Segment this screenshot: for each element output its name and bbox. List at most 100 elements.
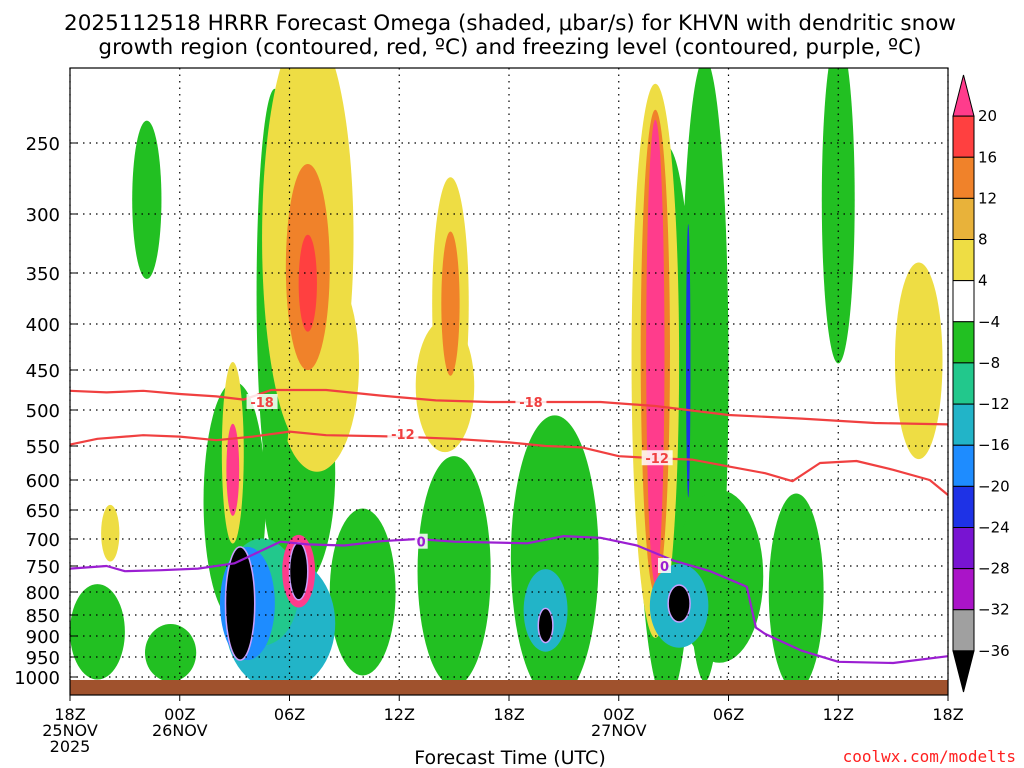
colorbar-swatch bbox=[952, 526, 975, 570]
omega-cell-green bbox=[132, 120, 162, 279]
omega-cell-magenta bbox=[646, 119, 665, 584]
x-tick-label: 18Z bbox=[54, 705, 85, 724]
colorbar-swatch bbox=[952, 321, 975, 364]
contour-label: -12 bbox=[391, 428, 415, 443]
contours bbox=[69, 388, 949, 665]
colorbar-label: 20 bbox=[978, 107, 997, 125]
omega-cell-green bbox=[821, 68, 855, 364]
omega-cell-black bbox=[288, 541, 309, 601]
colorbar-swatch bbox=[952, 197, 975, 241]
contour-label: -18 bbox=[519, 396, 543, 411]
y-tick-label: 650 bbox=[26, 501, 60, 522]
colorbar-swatch bbox=[952, 650, 975, 693]
colorbar-swatch bbox=[952, 280, 975, 323]
contour-temp-18 bbox=[69, 388, 949, 426]
colorbar-label: −32 bbox=[978, 601, 1010, 619]
y-tick-label: 900 bbox=[26, 627, 60, 648]
y-tick-label: 800 bbox=[26, 583, 60, 604]
chart-title-line-1: 2025112518 HRRR Forecast Omega (shaded, … bbox=[64, 11, 956, 36]
colorbar-swatch bbox=[952, 444, 975, 487]
y-tick-label: 750 bbox=[26, 557, 60, 578]
y-tick-label: 500 bbox=[26, 401, 60, 422]
y-tick-label: 1000 bbox=[14, 668, 60, 689]
x-tick-label: 25NOV bbox=[42, 721, 98, 740]
omega-cell-black bbox=[537, 607, 554, 644]
x-tick-label: 27NOV bbox=[591, 721, 647, 740]
y-tick-label: 300 bbox=[26, 205, 60, 226]
colorbar-swatch bbox=[952, 239, 975, 282]
y-tick-label: 400 bbox=[26, 315, 60, 336]
omega-cell-yellow bbox=[101, 504, 120, 562]
omega-cell-yellow bbox=[894, 262, 943, 460]
omega-cell-orange bbox=[441, 231, 460, 376]
x-tick-label: 2025 bbox=[50, 737, 91, 756]
colorbar-label: −28 bbox=[978, 560, 1010, 578]
x-tick-label: 12Z bbox=[823, 705, 854, 724]
y-tick-label: 950 bbox=[26, 648, 60, 669]
colorbar-swatch bbox=[952, 74, 975, 117]
contour-label-bg bbox=[515, 394, 547, 409]
colorbar-label: −20 bbox=[978, 477, 1010, 495]
contour-label: -18 bbox=[250, 396, 274, 411]
colorbar-swatch bbox=[952, 568, 975, 611]
colorbar-swatch bbox=[952, 485, 975, 528]
contour-label-bg bbox=[657, 558, 671, 573]
omega-cell-green bbox=[768, 493, 824, 680]
contour-label: 0 bbox=[660, 560, 669, 575]
colorbar-label: 8 bbox=[978, 231, 988, 249]
x-tick-label: 00Z bbox=[603, 705, 634, 724]
y-tick-label: 250 bbox=[26, 134, 60, 155]
y-tick-label: 350 bbox=[26, 264, 60, 285]
source-credit: coolwx.com/modelts bbox=[843, 747, 1016, 766]
colorbar-label: −8 bbox=[978, 354, 1000, 372]
colorbar-label: −12 bbox=[978, 395, 1010, 413]
omega-cell-red bbox=[298, 234, 317, 332]
colorbar-label: −16 bbox=[978, 436, 1010, 454]
ground-strip bbox=[70, 680, 948, 695]
colorbar-swatch bbox=[952, 115, 975, 158]
contour-freezing-level bbox=[69, 535, 949, 665]
colorbar-swatch bbox=[952, 156, 975, 199]
y-tick-label: 700 bbox=[26, 530, 60, 551]
colorbar-label: 12 bbox=[978, 189, 997, 207]
omega-cell-green bbox=[510, 415, 599, 680]
contour-temp-12 bbox=[69, 430, 949, 496]
omega-cell-black bbox=[224, 546, 256, 661]
y-tick-label: 450 bbox=[26, 361, 60, 382]
colorbar-label: 16 bbox=[978, 148, 997, 166]
omega-cell-green bbox=[70, 584, 125, 680]
colorbar-label: −36 bbox=[978, 642, 1010, 660]
omega-cell-magenta bbox=[226, 423, 240, 516]
x-tick-label: 06Z bbox=[274, 705, 305, 724]
chart-title-line-2: growth region (contoured, red, ºC) and f… bbox=[98, 35, 921, 60]
omega-cell-green bbox=[145, 624, 197, 680]
y-tick-label: 550 bbox=[26, 437, 60, 458]
colorbar-label: −4 bbox=[978, 313, 1000, 331]
x-tick-label: 06Z bbox=[713, 705, 744, 724]
omega-cell-blue bbox=[686, 224, 691, 498]
colorbar-swatch bbox=[952, 609, 975, 652]
contour-label-bg bbox=[387, 425, 419, 441]
omega-cell-black bbox=[667, 584, 691, 623]
colorbar-label: 4 bbox=[978, 272, 988, 290]
x-tick-label: 18Z bbox=[493, 705, 524, 724]
omega-features bbox=[70, 68, 943, 680]
y-tick-label: 850 bbox=[26, 606, 60, 627]
colorbar-label: −24 bbox=[978, 518, 1010, 536]
x-axis-label: Forecast Time (UTC) bbox=[414, 747, 605, 768]
contour-label-bg bbox=[641, 450, 673, 466]
axes: 2503003504004505005506006507007508008509… bbox=[14, 67, 964, 756]
colorbar: 20 16 12 8 4 −4 −8 −12 −16 −20 −24 −28 −32 −36 bbox=[952, 74, 1010, 693]
contour-label: 0 bbox=[417, 536, 426, 551]
y-tick-label: 600 bbox=[26, 471, 60, 492]
x-tick-label: 26NOV bbox=[152, 721, 208, 740]
contour-labels: -18 -18 -12 -12 0 0 bbox=[246, 394, 673, 575]
omega-shading bbox=[70, 68, 943, 680]
omega-cell-green bbox=[417, 456, 491, 680]
x-tick-label: 12Z bbox=[384, 705, 415, 724]
colorbar-swatch bbox=[952, 362, 975, 405]
colorbar-swatch bbox=[952, 403, 975, 446]
x-tick-label: 18Z bbox=[932, 705, 963, 724]
contour-label-bg bbox=[246, 394, 278, 409]
